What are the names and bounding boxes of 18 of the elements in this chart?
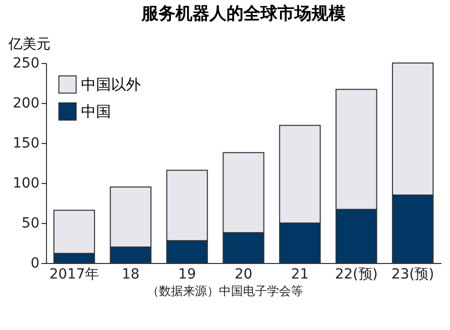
y-tick-label: 250 — [12, 56, 40, 72]
y-tick-label: 50 — [22, 216, 40, 232]
x-tick-label: 2017年 — [49, 266, 100, 282]
x-tick-label: 20 — [234, 266, 252, 282]
x-tick-label: 22(预) — [334, 266, 378, 282]
x-tick-label: 23(预) — [391, 266, 434, 282]
legend-label: 中国 — [81, 102, 111, 120]
chart-title: 服务机器人的全球市场规模 — [140, 4, 346, 24]
y-tick-label: 0 — [30, 256, 40, 272]
y-tick-label: 200 — [12, 96, 40, 112]
y-tick-label: 150 — [12, 136, 40, 152]
x-tick-label: 19 — [178, 266, 196, 282]
x-tick-label: 18 — [122, 266, 140, 282]
legend-label: 中国以外 — [81, 76, 141, 94]
text: （数据来源）中国电子学会等 — [146, 283, 304, 300]
y-tick-label: 100 — [12, 176, 40, 192]
y-axis-title: 亿美元 — [8, 36, 50, 52]
x-tick-label: 21 — [291, 266, 309, 282]
